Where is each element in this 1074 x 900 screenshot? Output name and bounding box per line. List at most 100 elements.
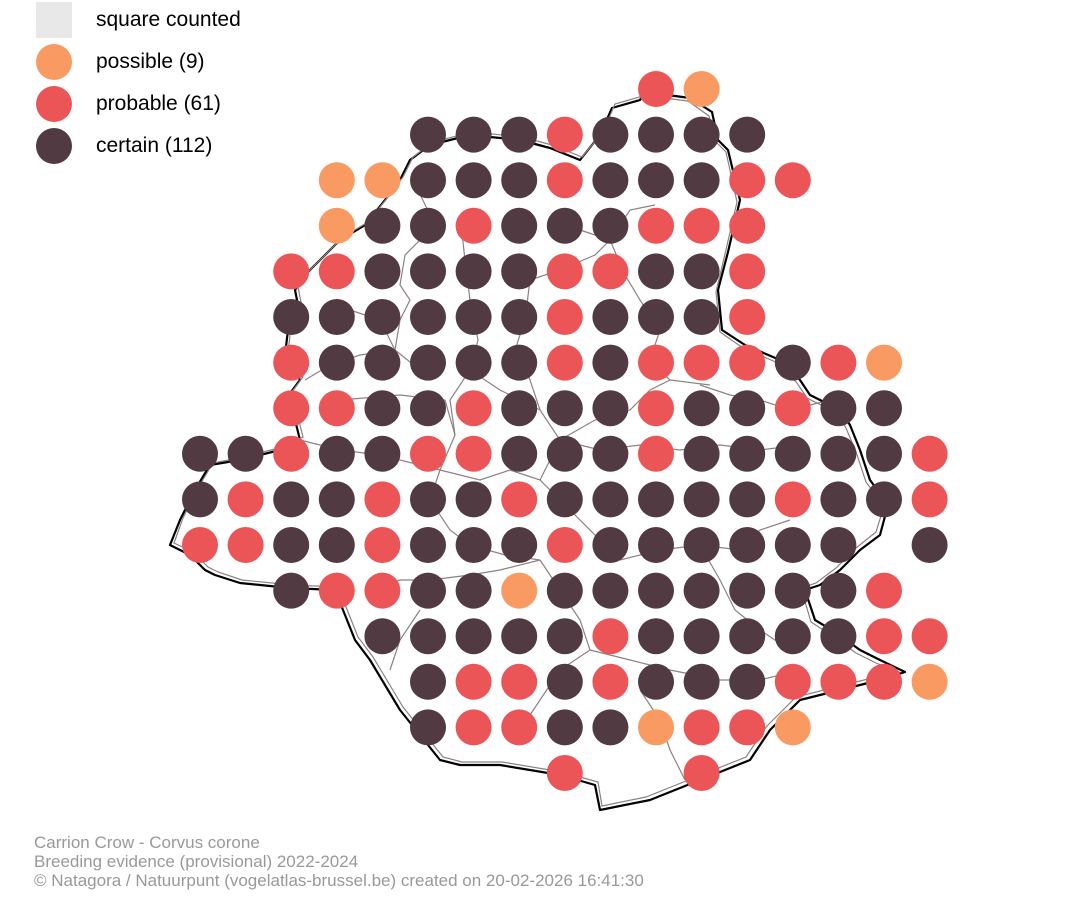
certain-square-dot (683, 527, 720, 563)
probable-square-dot (546, 299, 583, 335)
certain-square-dot (683, 162, 720, 199)
certain-square-dot (410, 390, 446, 427)
certain-square-dot (729, 435, 766, 472)
certain-square-dot (318, 344, 355, 381)
certain-square-dot (273, 299, 310, 335)
possible-square-dot (501, 572, 538, 609)
probable-square-dot (455, 709, 492, 746)
certain-square-dot (729, 116, 766, 153)
legend-label: possible (9) (96, 50, 205, 73)
probable-square-dot (774, 162, 811, 199)
square-counted-swatch (36, 2, 72, 38)
probable-square-dot (911, 618, 948, 655)
probable-square-dot (638, 344, 674, 381)
certain-square-dot (638, 572, 674, 609)
certain-square-dot (683, 481, 720, 518)
certain-square-dot (683, 390, 720, 427)
certain-square-dot (592, 435, 629, 472)
certain-square-dot (774, 572, 811, 609)
certain-square-dot (546, 572, 583, 609)
certain-square-dot (182, 481, 218, 518)
probable-square-dot (455, 435, 492, 472)
probable-square-dot (501, 709, 538, 746)
certain-square-dot (592, 481, 629, 518)
credit-line: © Natagora / Natuurpunt (vogelatlas-brus… (34, 871, 644, 890)
probable-square-dot (729, 207, 766, 244)
certain-square-dot (410, 299, 446, 335)
probable-square-dot (318, 253, 355, 290)
probable-square-dot (774, 481, 811, 518)
probable-square-dot (820, 663, 857, 700)
probable-square-dot (820, 344, 857, 381)
probable-square-dot (455, 207, 492, 244)
certain-square-dot (501, 207, 538, 244)
probable-square-dot (455, 663, 492, 700)
probable-square-dot (273, 390, 310, 427)
probable-square-dot (729, 709, 766, 746)
legend-item-square-counted: square counted (36, 0, 296, 38)
certain-square-dot (364, 207, 401, 244)
probable-square-dot (866, 618, 902, 655)
caption-subtitle: Breeding evidence (provisional) 2022-202… (34, 852, 359, 871)
certain-square-dot (911, 527, 948, 563)
probable-square-dot (546, 116, 583, 153)
certain-square-dot (364, 299, 401, 335)
certain-square-dot (546, 390, 583, 427)
certain-square-dot (729, 390, 766, 427)
possible-square-dot (638, 709, 674, 746)
certain-square-dot (638, 527, 674, 563)
certain-square-dot (592, 572, 629, 609)
certain-square-dot (410, 618, 446, 655)
certain-square-dot (455, 481, 492, 518)
probable-square-dot (592, 618, 629, 655)
possible-swatch (36, 44, 72, 80)
certain-square-dot (820, 390, 857, 427)
certain-square-dot (410, 162, 446, 199)
probable-square-dot (182, 527, 218, 563)
probable-square-dot (592, 663, 629, 700)
legend-label: square counted (96, 8, 241, 31)
probable-square-dot (729, 253, 766, 290)
certain-square-dot (592, 390, 629, 427)
certain-square-dot (638, 162, 674, 199)
probable-square-dot (273, 435, 310, 472)
probable-square-dot (911, 435, 948, 472)
probable-square-dot (592, 253, 629, 290)
breeding-squares (182, 71, 948, 791)
certain-square-dot (182, 435, 218, 472)
probable-square-dot (364, 572, 401, 609)
certain-square-dot (638, 663, 674, 700)
certain-square-dot (455, 572, 492, 609)
probable-square-dot (729, 299, 766, 335)
probable-square-dot (546, 253, 583, 290)
probable-square-dot (501, 663, 538, 700)
probable-square-dot (683, 207, 720, 244)
certain-square-dot (318, 527, 355, 563)
legend-item-probable: probable (61) (36, 84, 296, 122)
certain-square-dot (501, 299, 538, 335)
possible-square-dot (364, 162, 401, 199)
certain-square-dot (410, 527, 446, 563)
certain-square-dot (501, 435, 538, 472)
certain-square-dot (638, 116, 674, 153)
certain-square-dot (592, 162, 629, 199)
probable-square-dot (638, 207, 674, 244)
probable-swatch (36, 86, 72, 122)
certain-square-dot (592, 344, 629, 381)
certain-square-dot (455, 116, 492, 153)
certain-square-dot (364, 253, 401, 290)
probable-square-dot (774, 663, 811, 700)
certain-square-dot (774, 618, 811, 655)
certain-square-dot (683, 572, 720, 609)
certain-square-dot (410, 207, 446, 244)
probable-square-dot (866, 572, 902, 609)
probable-square-dot (455, 390, 492, 427)
probable-square-dot (729, 344, 766, 381)
certain-square-dot (683, 116, 720, 153)
probable-square-dot (546, 162, 583, 199)
certain-square-dot (820, 481, 857, 518)
certain-square-dot (318, 299, 355, 335)
certain-square-dot (501, 344, 538, 381)
certain-square-dot (501, 162, 538, 199)
